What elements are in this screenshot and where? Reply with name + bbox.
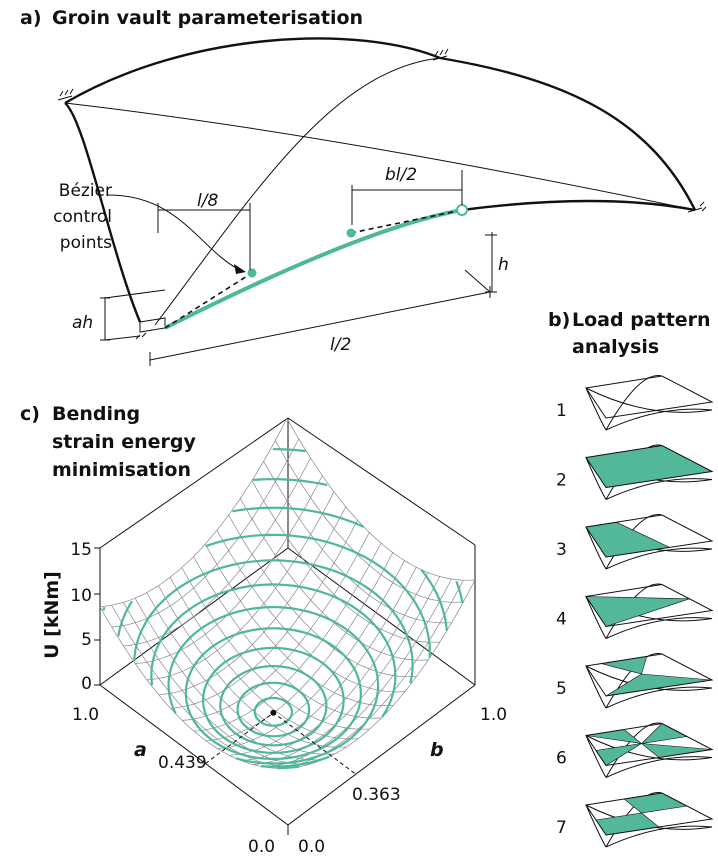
load-area <box>596 744 642 766</box>
tick-label: 10 <box>70 586 92 606</box>
pattern-number: 2 <box>556 471 567 491</box>
tick-label: 0.439 <box>158 753 207 773</box>
annotation: Bézier <box>59 181 112 201</box>
load-area <box>624 793 687 813</box>
dimension-label: bl/2 <box>385 165 417 185</box>
annotation: points <box>60 233 112 253</box>
tick-label: 1.0 <box>480 705 507 725</box>
dimension-label: l/2 <box>330 335 351 355</box>
pattern-number: 3 <box>556 540 567 560</box>
tick-label: 0.0 <box>248 837 275 857</box>
panel-title: strain energy <box>52 431 197 453</box>
tick-label: 1.0 <box>72 705 99 725</box>
tick-label: 0.363 <box>352 785 401 805</box>
panel-label: a) <box>20 7 42 29</box>
axis-label: U [kNm] <box>41 571 63 659</box>
tick-label: 15 <box>70 540 92 560</box>
panel-label: c) <box>20 403 40 425</box>
axis-label: b <box>430 739 444 761</box>
dimension-label: ah <box>72 313 93 333</box>
tick-label: 0.0 <box>298 837 325 857</box>
load-area <box>606 674 712 696</box>
panel-label: b) <box>548 309 570 331</box>
dimension-label: h <box>498 255 509 275</box>
pattern-number: 5 <box>556 679 567 699</box>
figure: a) Groin vault parameterisation Bézier c… <box>0 0 718 858</box>
pattern-number: 4 <box>556 610 567 630</box>
panel-title: analysis <box>572 336 659 358</box>
optimum-point <box>270 710 276 716</box>
dimension-label: l/8 <box>197 191 218 211</box>
panel-title: minimisation <box>52 459 191 481</box>
panel-title: Groin vault parameterisation <box>52 7 363 29</box>
panel-title: Bending <box>52 403 140 425</box>
load-area <box>642 744 713 758</box>
load-area <box>601 656 647 674</box>
load-patterns: 1 2 3 4 5 6 7 <box>556 375 712 847</box>
pattern-number: 6 <box>556 749 567 769</box>
pattern-number: 7 <box>556 818 567 838</box>
tick-label: 5 <box>81 630 92 650</box>
icon-arches <box>586 375 712 430</box>
tick-label: 0 <box>81 674 92 694</box>
annotation: control <box>53 207 112 227</box>
pattern-number: 1 <box>556 401 567 421</box>
panel-title: Load pattern <box>572 309 711 331</box>
axis-label: a <box>134 739 147 761</box>
